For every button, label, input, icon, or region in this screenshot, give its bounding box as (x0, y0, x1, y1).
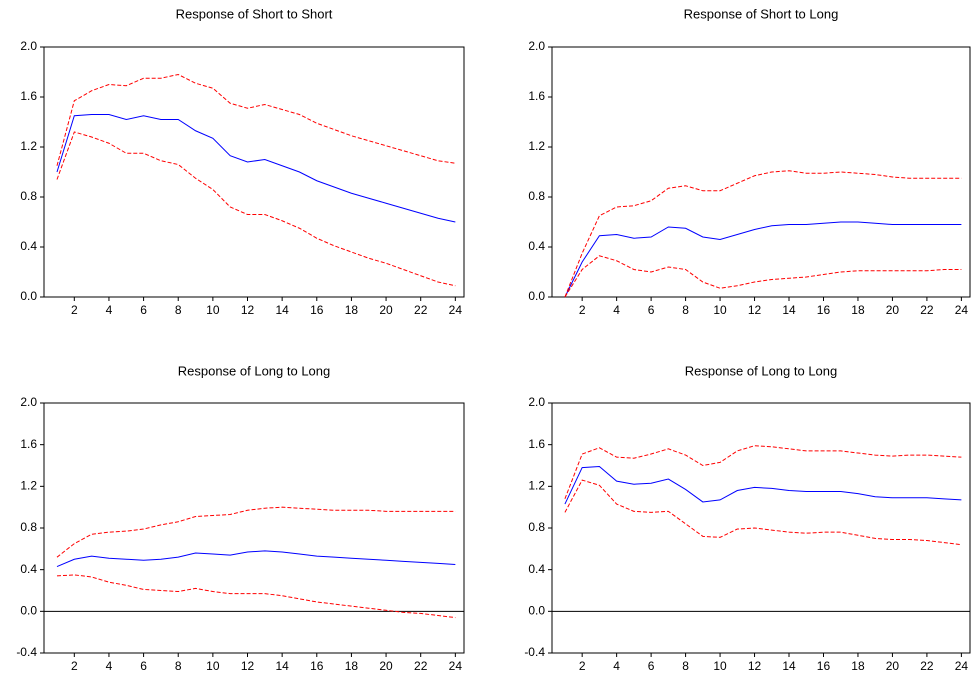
y-tick-label: 1.6 (528, 437, 545, 451)
x-tick-label: 8 (682, 659, 689, 673)
x-tick-label: 20 (379, 659, 393, 673)
plot-frame (43, 402, 465, 654)
y-tick-label: 1.6 (20, 437, 37, 451)
x-tick-label: 4 (106, 303, 113, 317)
chart-title: Response of Long to Long (685, 363, 838, 378)
x-tick-label: 12 (241, 303, 255, 317)
x-tick-label: 10 (713, 303, 727, 317)
x-tick-label: 22 (414, 303, 428, 317)
x-tick-label: 22 (414, 659, 428, 673)
x-tick-label: 24 (449, 659, 463, 673)
series-line (56, 574, 456, 619)
plot-frame (43, 46, 465, 298)
x-tick-label: 8 (175, 659, 182, 673)
y-tick-label: 0.8 (528, 189, 545, 203)
x-tick-label: 4 (106, 659, 113, 673)
x-tick-label: 14 (275, 659, 289, 673)
x-tick-label: 18 (851, 659, 865, 673)
x-tick-label: 24 (955, 659, 969, 673)
series-line (564, 255, 962, 298)
y-tick-label: 0.8 (20, 520, 37, 534)
x-tick-label: 12 (748, 303, 762, 317)
y-tick-label: 0.0 (528, 604, 545, 618)
y-tick-label: 1.6 (528, 89, 545, 103)
y-tick-label: 0.4 (20, 562, 37, 576)
chart-title: Response of Short to Long (684, 6, 839, 21)
x-tick-label: 4 (613, 659, 620, 673)
y-tick-label: 1.6 (20, 89, 37, 103)
x-tick-label: 8 (175, 303, 182, 317)
series-line (56, 114, 456, 223)
x-tick-label: 16 (310, 659, 324, 673)
y-tick-label: 1.2 (20, 139, 37, 153)
x-tick-label: 2 (579, 659, 586, 673)
x-tick-label: 6 (648, 659, 655, 673)
x-tick-label: 10 (206, 659, 220, 673)
x-tick-label: 16 (310, 303, 324, 317)
x-tick-label: 20 (379, 303, 393, 317)
x-tick-label: 18 (851, 303, 865, 317)
plot-frame (551, 402, 971, 654)
y-tick-label: 0.4 (528, 239, 545, 253)
y-tick-label: 0.8 (20, 189, 37, 203)
plot-frame (551, 46, 971, 298)
y-tick-label: 2.0 (528, 395, 545, 409)
x-tick-label: 18 (345, 303, 359, 317)
series-line (564, 170, 962, 298)
x-tick-label: 12 (241, 659, 255, 673)
x-tick-label: 6 (140, 303, 147, 317)
y-tick-label: 0.4 (528, 562, 545, 576)
x-tick-label: 10 (713, 659, 727, 673)
x-tick-label: 12 (748, 659, 762, 673)
x-tick-label: 22 (920, 303, 934, 317)
series-line (56, 506, 456, 558)
y-tick-label: 2.0 (20, 39, 37, 53)
x-tick-label: 6 (648, 303, 655, 317)
series-line (564, 466, 962, 505)
y-tick-label: -0.4 (16, 645, 37, 659)
x-tick-label: 24 (955, 303, 969, 317)
x-tick-label: 2 (71, 303, 78, 317)
series-line (564, 445, 962, 500)
x-tick-label: 6 (140, 659, 147, 673)
y-tick-label: 0.8 (528, 520, 545, 534)
x-tick-label: 4 (613, 303, 620, 317)
y-tick-label: 1.2 (528, 479, 545, 493)
x-tick-label: 16 (817, 303, 831, 317)
x-tick-label: 14 (782, 659, 796, 673)
y-tick-label: 0.0 (20, 604, 37, 618)
y-tick-label: 0.0 (528, 289, 545, 303)
y-tick-label: 1.2 (528, 139, 545, 153)
series-line (56, 73, 456, 166)
chart-title: Response of Short to Short (176, 6, 333, 21)
y-tick-label: 0.0 (20, 289, 37, 303)
x-tick-label: 14 (782, 303, 796, 317)
y-tick-label: -0.4 (524, 645, 545, 659)
y-tick-label: 1.2 (20, 479, 37, 493)
x-tick-label: 22 (920, 659, 934, 673)
series-line (564, 479, 962, 546)
x-tick-label: 20 (886, 303, 900, 317)
y-tick-label: 2.0 (20, 395, 37, 409)
x-tick-label: 8 (682, 303, 689, 317)
x-tick-label: 2 (71, 659, 78, 673)
x-tick-label: 10 (206, 303, 220, 317)
y-tick-label: 0.4 (20, 239, 37, 253)
series-line (56, 550, 456, 568)
series-line (56, 131, 456, 287)
x-tick-label: 2 (579, 303, 586, 317)
series-line (564, 221, 962, 298)
y-tick-label: 2.0 (528, 39, 545, 53)
x-tick-label: 24 (449, 303, 463, 317)
x-tick-label: 20 (886, 659, 900, 673)
x-tick-label: 14 (275, 303, 289, 317)
chart-title: Response of Long to Long (178, 363, 331, 378)
x-tick-label: 18 (345, 659, 359, 673)
x-tick-label: 16 (817, 659, 831, 673)
